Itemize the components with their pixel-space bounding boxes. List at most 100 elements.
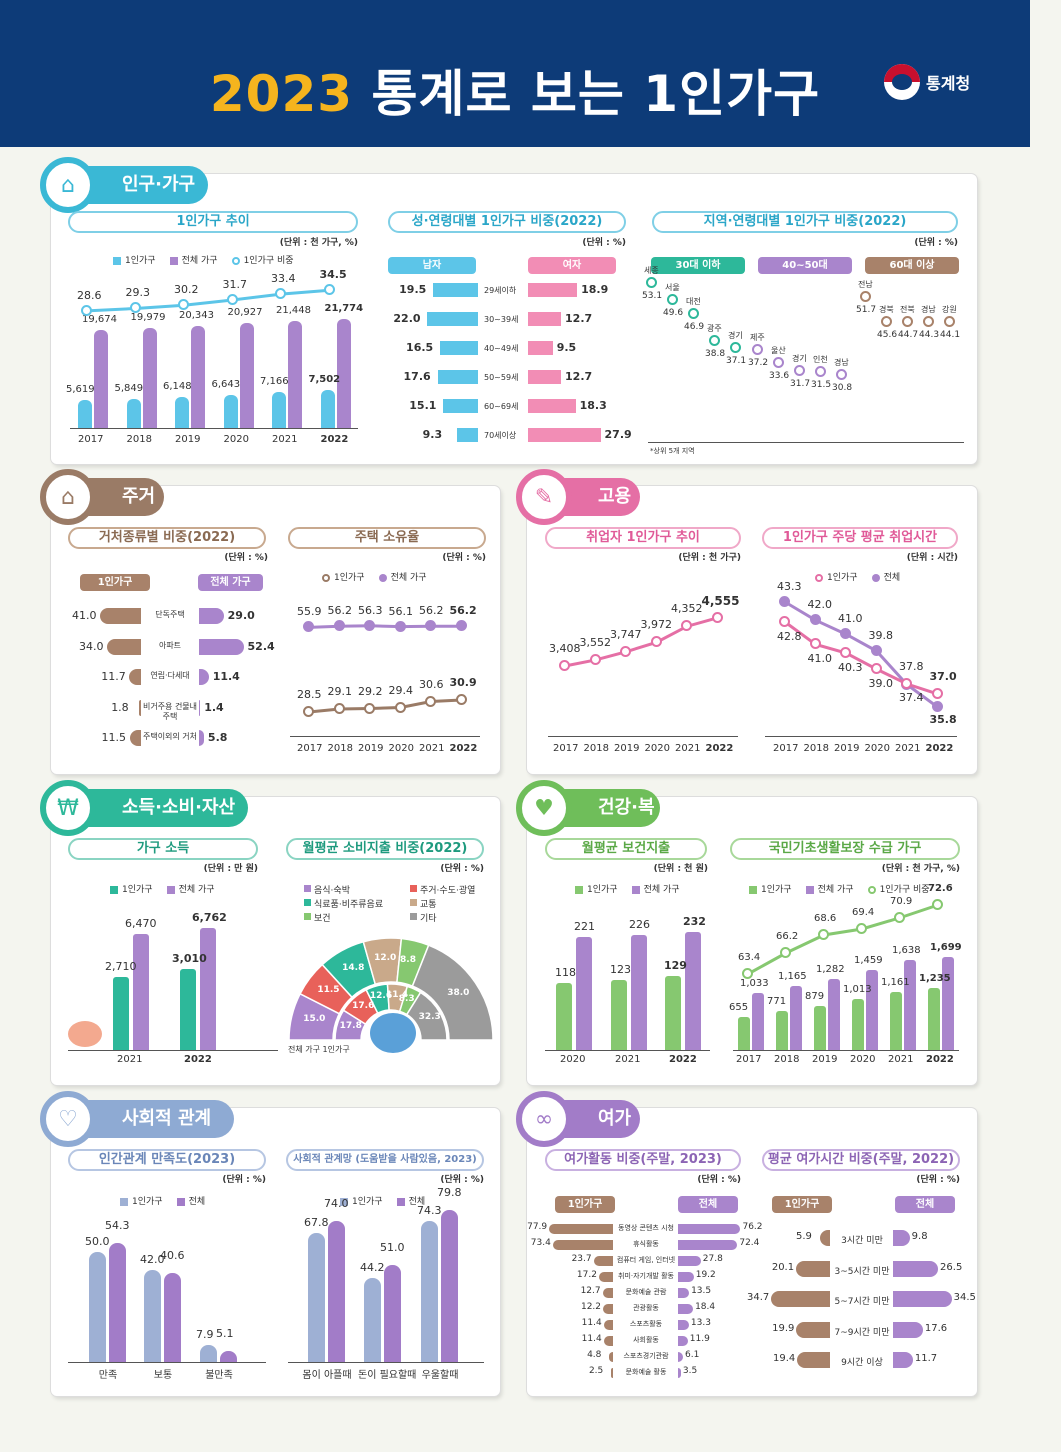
housing-category: 아파트 <box>158 640 182 650</box>
region-value: 53.1 <box>642 291 663 301</box>
region-name: 전남 <box>858 280 873 289</box>
single-label: 67.8 <box>304 1216 329 1230</box>
unit-label: (단위 : 시간) <box>906 553 958 563</box>
single-value: 2.5 <box>588 1366 604 1376</box>
total-label: 54.3 <box>105 1218 130 1232</box>
ratio-label: 30.2 <box>174 283 199 297</box>
male-value: 16.5 <box>406 341 434 354</box>
age-label: 50~59세 <box>484 373 519 382</box>
total-header: 전체 <box>895 1196 955 1213</box>
single-bar <box>320 390 335 428</box>
region-name: 경기 <box>792 354 807 363</box>
axis-line <box>290 736 480 737</box>
total-label: 1,699 <box>930 941 962 953</box>
total-label: 56.2 <box>419 604 444 618</box>
year-label: 2021 <box>272 434 298 445</box>
year-label: 2018 <box>583 743 609 754</box>
single-label: 3,010 <box>172 951 207 965</box>
total-bar <box>220 1350 237 1362</box>
year-label: 2019 <box>175 434 201 445</box>
time-category: 9시간 이상 <box>841 1358 883 1368</box>
single-bar <box>611 979 627 1050</box>
region-value: 44.1 <box>940 330 961 340</box>
legend: 1인가구 전체 가구 1인가구 비중 <box>113 253 294 266</box>
activity-category: 스포츠경기관람 <box>623 1352 669 1360</box>
unit-label: (단위 : 천 가구) <box>678 553 741 563</box>
age-label: 29세이하 <box>484 286 517 295</box>
outer-label: 14.8 <box>342 963 365 974</box>
region-note: *상위 5개 지역 <box>650 447 695 455</box>
total-bar <box>678 1272 694 1282</box>
ratio-label: 68.6 <box>814 913 837 924</box>
single-label: 7.9 <box>196 1327 214 1341</box>
activity-category: 스포츠활동 <box>629 1320 663 1328</box>
total-bar <box>893 1230 910 1246</box>
region-name: 경북 <box>879 305 894 314</box>
region-group-header: 60대 이상 <box>865 257 959 274</box>
year-label: 2017 <box>553 743 579 754</box>
employed-point <box>711 611 723 623</box>
region-point <box>752 344 763 355</box>
ratio-point <box>780 947 791 958</box>
legend: 1인가구 전체 <box>120 1194 205 1207</box>
female-value: 18.9 <box>581 283 609 296</box>
single-value: 20.1 <box>771 1261 795 1273</box>
total-bar <box>109 1242 126 1362</box>
total-bar <box>678 1256 701 1266</box>
total-header: 전체 가구 <box>198 574 263 591</box>
activity-category: 문화예술 활동 <box>625 1368 667 1376</box>
single-label: 42.0 <box>140 1252 165 1266</box>
worker-icon: ✎ <box>516 469 572 525</box>
legend: 1인가구 전체 <box>340 1194 425 1207</box>
ownership-title: 주택 소유율 <box>288 527 486 549</box>
total-value: 13.3 <box>690 1318 711 1328</box>
legend-label: 음식·숙박 <box>314 886 350 896</box>
ratio-point <box>894 911 905 923</box>
ratio-point <box>818 929 829 940</box>
legend-swatch <box>410 899 417 906</box>
single-value: 19.4 <box>773 1353 796 1364</box>
legend: 1인가구 전체 <box>815 570 900 583</box>
region-value: 31.7 <box>790 379 811 389</box>
total-bar <box>631 934 647 1050</box>
single-label: 879 <box>805 991 825 1003</box>
single-value: 34.0 <box>79 639 104 653</box>
employed-label: 3,972 <box>640 618 673 632</box>
total-bar <box>893 1291 952 1307</box>
total-bar <box>678 1320 689 1330</box>
time-category: 3~5시간 미만 <box>834 1266 890 1277</box>
bicycle-icon: ∞ <box>516 1091 572 1147</box>
unit-label: (단위 : %) <box>440 1175 484 1185</box>
single-bar <box>552 1240 613 1250</box>
inner-label: 17.6 <box>352 1001 375 1012</box>
region-name: 경남 <box>834 358 849 367</box>
total-value: 3.5 <box>682 1366 698 1376</box>
ratio-label: 31.7 <box>222 278 248 292</box>
total-label: 55.9 <box>297 605 322 619</box>
region-point <box>646 277 657 288</box>
axis-line <box>548 736 738 737</box>
total-label: 19,674 <box>82 313 117 325</box>
single-label: 50.0 <box>85 1235 110 1248</box>
total-bar <box>336 319 351 428</box>
total-value: 11.7 <box>914 1353 938 1364</box>
single-bar <box>100 608 141 624</box>
single-label: 6,148 <box>163 381 192 393</box>
region-name: 제주 <box>750 333 765 342</box>
year-label: 2022 <box>449 743 478 754</box>
region-name: 울산 <box>771 346 786 355</box>
outer-label: 38.0 <box>447 988 470 999</box>
region-name: 인천 <box>813 355 828 364</box>
activity-category: 휴식활동 <box>633 1240 659 1248</box>
total-bar <box>678 1224 741 1234</box>
female-bar <box>528 283 578 297</box>
time-category: 3시간 미만 <box>841 1236 883 1246</box>
region-value: 44.3 <box>919 330 940 340</box>
legend: 1인가구 전체 가구 <box>575 882 680 895</box>
region-point <box>815 366 826 377</box>
female-bar <box>528 428 601 442</box>
ratio-point <box>129 302 141 314</box>
activity-category: 동영상 콘텐츠 시청 <box>618 1224 674 1232</box>
single-bar <box>796 1321 830 1338</box>
inner-label: 32.3 <box>418 1012 441 1023</box>
